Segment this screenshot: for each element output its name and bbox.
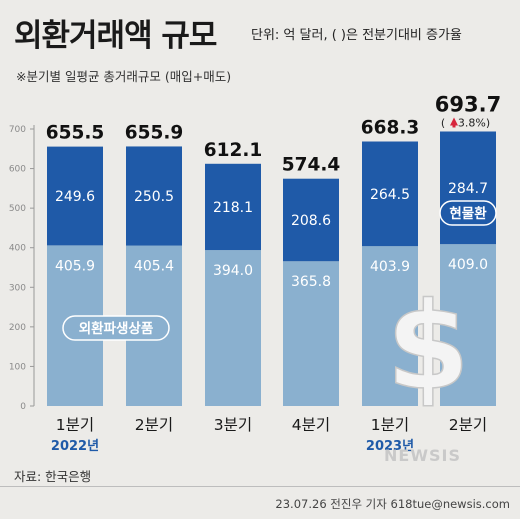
data-label-spot: 218.1 xyxy=(213,200,253,216)
total-label: 693.7 xyxy=(435,92,501,116)
bar-spot xyxy=(47,146,103,246)
bar-derivative xyxy=(205,250,261,406)
y-tick-label: 200 xyxy=(9,323,26,333)
total-label: 574.4 xyxy=(282,155,341,176)
y-tick-label: 300 xyxy=(9,283,26,293)
up-arrow-stem xyxy=(452,124,456,128)
bar-spot xyxy=(362,141,418,247)
bar-spot xyxy=(126,146,182,246)
data-label-spot: 208.6 xyxy=(291,213,331,229)
dollar-sign-icon: $ xyxy=(386,278,470,417)
subtitle: ※분기별 일평균 총거래규모 (매입+매도) xyxy=(16,69,232,84)
total-label: 612.1 xyxy=(204,140,263,161)
y-tick-label: 500 xyxy=(9,204,26,214)
credit-line: 23.07.26 전진우 기자 618tue@newsis.com xyxy=(275,497,510,511)
data-label-spot: 250.5 xyxy=(134,189,174,205)
y-tick-label: 400 xyxy=(9,244,26,254)
x-tick-label: 3분기 xyxy=(214,416,252,434)
y-tick-label: 0 xyxy=(20,402,26,412)
bar-derivative xyxy=(283,261,339,406)
legend-derivative: 외환파생상품 xyxy=(79,320,154,337)
x-tick-label: 1분기 xyxy=(371,416,409,434)
bar-derivative xyxy=(440,244,496,406)
x-tick-label: 1분기 xyxy=(56,416,94,434)
legend-derivative-pill xyxy=(62,315,170,341)
year-label: 2023년 xyxy=(366,439,414,454)
annotation-text: 3.8%) xyxy=(458,116,490,129)
data-label-derivative: 405.9 xyxy=(55,258,95,274)
legend-spot-pill xyxy=(439,200,497,226)
x-tick-label: 2분기 xyxy=(449,416,487,434)
legend-spot: 현물환 xyxy=(449,205,487,222)
y-tick-label: 600 xyxy=(9,165,26,175)
source-note: 자료: 한국은행 xyxy=(14,469,92,484)
y-tick-label: 700 xyxy=(9,125,26,135)
total-label: 655.5 xyxy=(46,123,105,144)
x-tick-label: 2분기 xyxy=(135,416,173,434)
data-label-spot: 264.5 xyxy=(370,187,410,203)
x-tick-label: 4분기 xyxy=(292,416,330,434)
data-label-derivative: 405.4 xyxy=(134,259,174,275)
bar-spot xyxy=(205,163,261,251)
data-label-spot: 284.7 xyxy=(448,181,488,197)
total-label: 668.3 xyxy=(361,118,420,139)
total-label: 655.9 xyxy=(125,122,184,143)
bar-derivative xyxy=(362,246,418,406)
newsis-watermark: NEWSIS xyxy=(384,446,461,465)
data-label-derivative: 394.0 xyxy=(213,263,253,279)
y-tick-label: 100 xyxy=(9,362,26,372)
data-label-spot: 249.6 xyxy=(55,189,95,205)
data-label-derivative: 403.9 xyxy=(370,259,410,275)
bar-spot xyxy=(283,178,339,262)
page-title: 외환거래액 규모 xyxy=(14,18,217,54)
annotation-paren: ( xyxy=(441,116,445,129)
unit-note: 단위: 억 달러, ( )은 전분기대비 증가율 xyxy=(251,28,462,43)
year-label: 2022년 xyxy=(51,439,99,454)
data-label-derivative: 365.8 xyxy=(291,274,331,290)
footer-divider xyxy=(0,486,520,487)
data-label-derivative: 409.0 xyxy=(448,257,488,273)
up-arrow-icon xyxy=(450,117,458,126)
